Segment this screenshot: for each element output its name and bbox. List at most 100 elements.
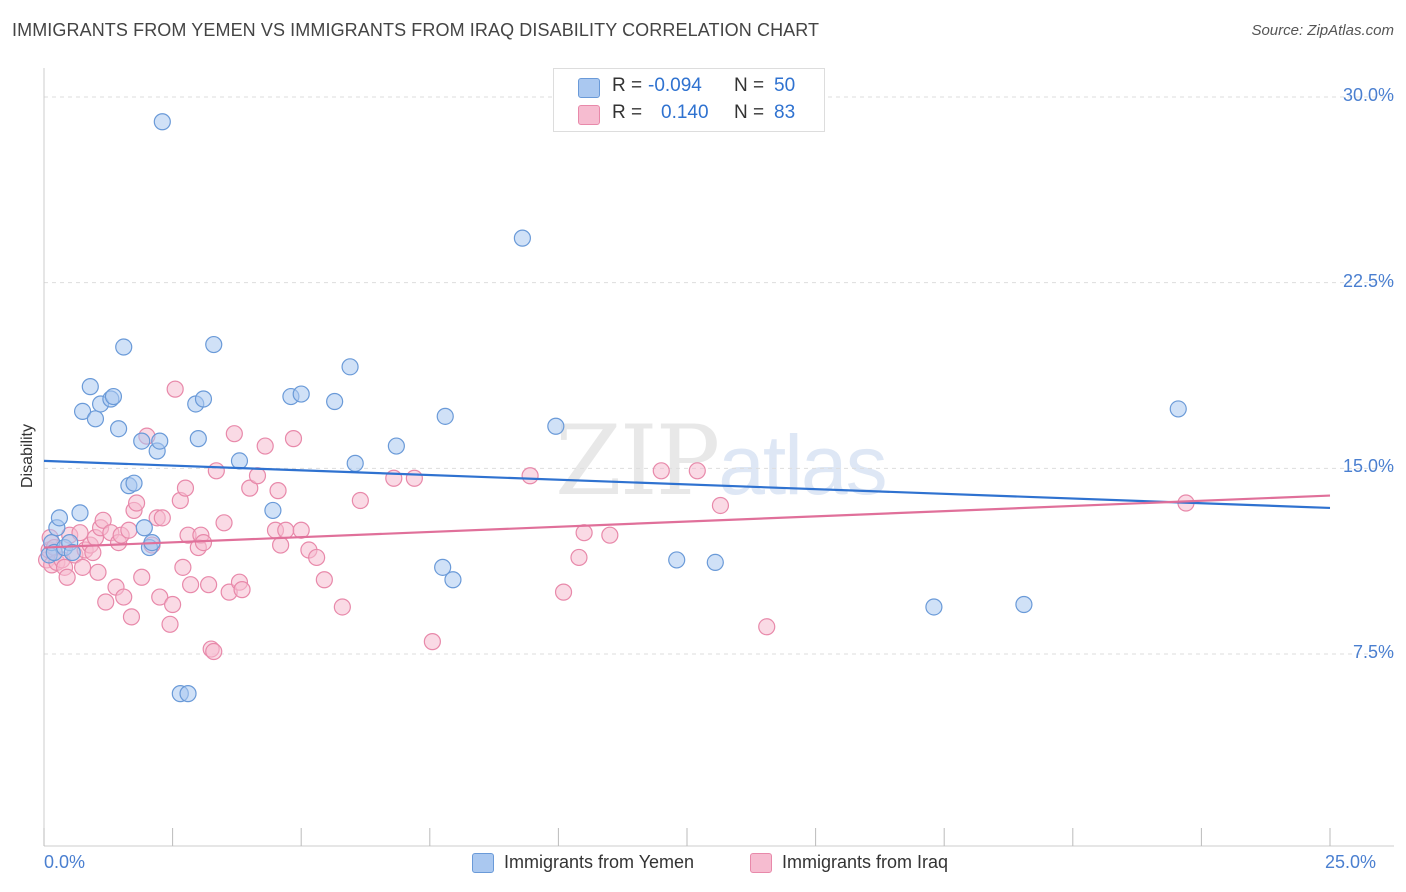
x-tick-min: 0.0% (44, 852, 86, 872)
yemen-point (81, 378, 99, 396)
iraq-swatch (578, 105, 600, 125)
yemen-point (436, 407, 454, 425)
iraq-point (711, 496, 730, 515)
iraq-trend-line (43, 494, 1331, 549)
iraq-point (233, 581, 251, 599)
iraq-point (133, 568, 151, 586)
stats-box: R = -0.094 N = 50 R = 0.140 N = 83 (553, 68, 825, 132)
iraq-point (308, 548, 326, 567)
iraq-point (182, 576, 200, 594)
iraq-point (164, 595, 182, 614)
source-label: Source: ZipAtlas.com (1251, 22, 1394, 39)
yemen-n-value: 50 (774, 75, 796, 96)
yemen-point (50, 509, 69, 527)
iraq-point (97, 593, 115, 611)
iraq-point (256, 437, 274, 455)
iraq-point (575, 524, 593, 542)
yemen-point (925, 598, 943, 616)
iraq-point (277, 521, 295, 539)
iraq-point (200, 576, 218, 594)
iraq-point (315, 571, 333, 589)
iraq-point (758, 618, 776, 636)
yemen-point (135, 519, 153, 537)
stats-row-yemen: R = -0.094 N = 50 (554, 75, 824, 101)
yemen-n-label: N = (734, 75, 765, 96)
yemen-r-value: -0.094 (648, 75, 702, 96)
yemen-point (706, 553, 724, 572)
yemen-point (346, 454, 364, 472)
yemen-point (109, 420, 128, 438)
iraq-r-value: 0.140 (661, 102, 709, 123)
yemen-point (205, 335, 223, 354)
yemen-point (326, 392, 344, 411)
y-tick-label: 30.0% (1342, 85, 1394, 105)
iraq-point (423, 633, 441, 651)
yemen-point (194, 390, 213, 408)
yemen-point (63, 543, 81, 562)
iraq-point (207, 462, 225, 480)
yemen-point (513, 229, 531, 247)
y-tick-label: 15.0% (1342, 456, 1394, 477)
iraq-point (554, 583, 573, 601)
watermark-atlas: atlas (718, 418, 887, 512)
iraq-point (284, 430, 303, 448)
yemen-point (547, 417, 565, 435)
yemen-point (292, 385, 310, 403)
iraq-point (225, 425, 243, 443)
yemen-point (179, 685, 197, 703)
iraq-point (272, 536, 290, 554)
yemen-point (230, 452, 249, 470)
iraq-point (292, 521, 310, 539)
yemen-swatch (578, 78, 600, 98)
yemen-point (387, 437, 405, 455)
iraq-point (205, 642, 223, 661)
yemen-point (444, 571, 462, 589)
yemen-trend-line (43, 459, 1331, 510)
legend-iraq-label: Immigrants from Iraq (782, 852, 949, 872)
iraq-point (215, 514, 233, 532)
iraq-point (153, 509, 171, 527)
yemen-point (151, 432, 169, 450)
yemen-point (115, 338, 133, 356)
iraq-point (570, 548, 588, 567)
yemen-point (341, 358, 359, 376)
yemen-point (1169, 400, 1187, 418)
watermark-zip: ZIP (555, 405, 720, 517)
iraq-point (127, 494, 146, 512)
iraq-point (601, 526, 619, 544)
iraq-r-label: R = (612, 102, 643, 123)
chart-title: IMMIGRANTS FROM YEMEN VS IMMIGRANTS FROM… (12, 20, 820, 40)
legend-iraq-swatch (750, 853, 772, 873)
y-tick-label: 7.5% (1352, 642, 1394, 662)
iraq-point (122, 608, 141, 626)
iraq-point (269, 482, 287, 500)
iraq-point (652, 462, 670, 480)
iraq-point (71, 524, 89, 542)
yemen-point (434, 558, 452, 576)
iraq-point (194, 533, 213, 552)
stats-row-iraq: R = 0.140 N = 83 (554, 102, 824, 128)
yemen-point (668, 551, 686, 569)
iraq-point (73, 558, 92, 576)
yemen-point (73, 402, 92, 420)
iraq-point (151, 588, 169, 606)
yemen-point (153, 113, 171, 131)
yemen-point (264, 501, 282, 520)
yemen-point (125, 474, 143, 492)
iraq-n-label: N = (734, 102, 765, 123)
iraq-point (521, 467, 539, 485)
iraq-point (405, 469, 423, 487)
x-tick-max: 25.0% (1325, 852, 1377, 872)
yemen-point (133, 432, 151, 450)
iraq-point (161, 615, 179, 633)
yemen-point (86, 410, 105, 428)
iraq-point (120, 521, 138, 539)
iraq-point (115, 588, 133, 606)
yemen-point (71, 504, 89, 522)
legend-yemen-label: Immigrants from Yemen (504, 852, 695, 872)
iraq-point (176, 479, 195, 497)
watermark: ZIPatlas (555, 405, 888, 517)
iraq-point (166, 380, 184, 398)
iraq-point (688, 462, 706, 480)
y-tick-label: 22.5% (1342, 270, 1394, 291)
